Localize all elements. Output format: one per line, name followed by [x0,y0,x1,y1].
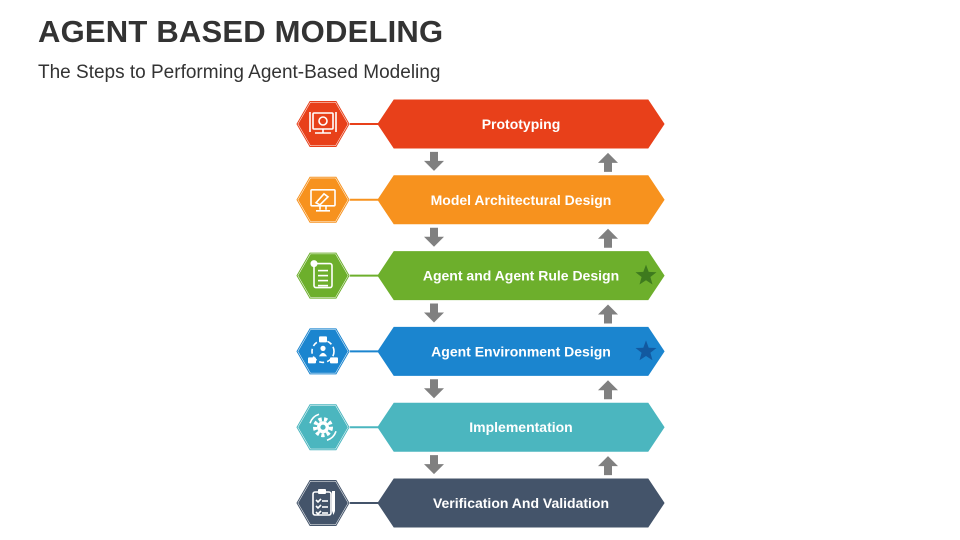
icon-hexagon-outline [296,176,350,223]
step-1: Prototyping [295,99,665,149]
icon-hexagon [295,327,351,375]
star-icon [635,340,657,361]
step-bar [377,478,665,528]
step-4: Agent Environment Design [295,326,665,376]
arrow-down-icon [424,227,444,247]
icon-hexagon-outline [296,101,350,147]
arrow-down-icon [424,151,444,171]
arrow-down-icon [424,455,444,475]
document-icon [310,260,333,289]
step-bar [377,175,665,225]
step-label: Prototyping [482,116,561,132]
step-5: Implementation [295,402,665,452]
icon-hexagon [295,479,351,527]
step-3: Agent and Agent Rule Design [295,251,665,301]
step-label: Implementation [469,419,572,435]
prototype-icon [309,112,337,134]
icon-hexagon [295,176,351,224]
step-bar [377,99,665,149]
clipboard-checklist-icon [312,489,335,516]
gear-icon [309,413,337,441]
arrow-up-icon [598,228,618,248]
step-bar [377,402,665,452]
step-label: Verification And Validation [433,495,609,511]
icon-hexagon-outline [296,480,350,526]
arrow-up-icon [598,380,618,400]
page-title: AGENT BASED MODELING [38,14,444,49]
arrow-up-icon [598,304,618,324]
step-label: Agent and Agent Rule Design [423,268,619,284]
step-label: Model Architectural Design [431,192,612,208]
arrow-up-icon [598,152,618,172]
page-subtitle: The Steps to Performing Agent-Based Mode… [38,62,441,83]
icon-hexagon-outline [296,328,350,375]
step-bar [377,251,665,301]
arrow-up-icon [598,456,618,476]
step-label: Agent Environment Design [431,343,611,359]
step-2: Model Architectural Design [295,175,665,225]
monitor-design-icon [310,189,336,212]
step-bar [377,326,665,376]
arrow-down-icon [424,379,444,399]
icon-hexagon-outline [296,404,350,451]
star-icon [635,264,657,285]
icon-hexagon-outline [296,252,350,299]
icon-hexagon [295,100,351,148]
arrow-down-icon [424,303,444,323]
step-6: Verification And Validation [295,478,665,528]
network-people-icon [308,336,338,364]
